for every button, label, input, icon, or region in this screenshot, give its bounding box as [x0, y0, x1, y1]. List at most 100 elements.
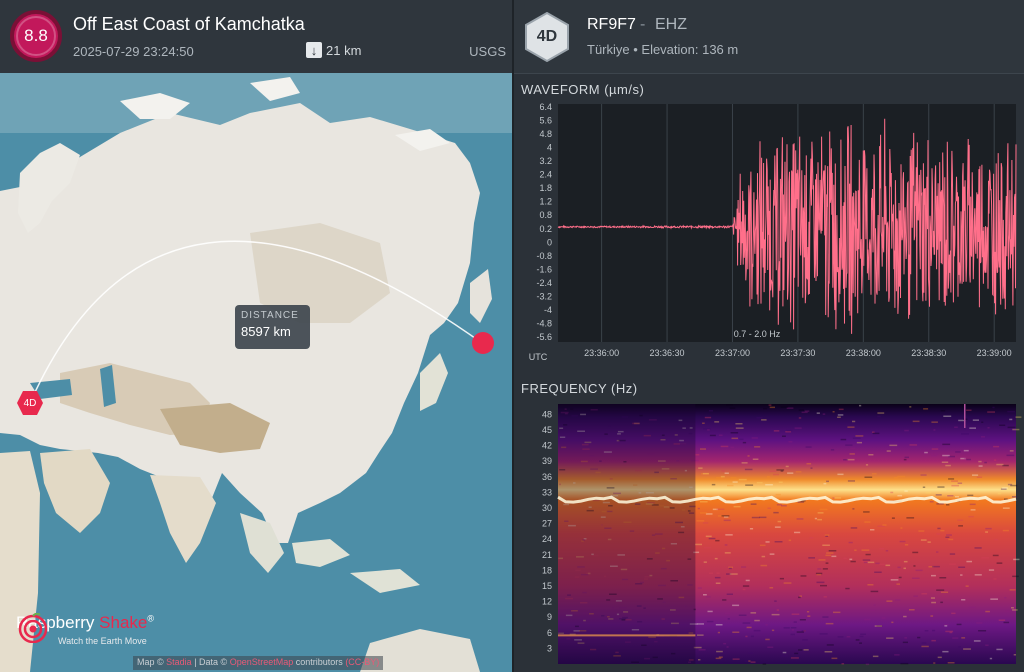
spectrogram-chart[interactable]: 48 45 42 39 36 33 30 27 24 21 18 15 12 9 6 3 [514, 400, 1024, 666]
spectrogram-speck [582, 539, 586, 541]
spectrogram-speck [925, 492, 932, 494]
event-title[interactable]: Off East Coast of Kamchatka [73, 14, 305, 34]
spectrogram-speck [931, 448, 939, 450]
station-code[interactable]: RF9F7 [587, 16, 636, 33]
event-source[interactable]: USGS [469, 44, 506, 59]
spectrogram-speck [646, 558, 653, 560]
spectrogram-speck [671, 622, 679, 625]
spectrogram-speck [730, 476, 737, 479]
spectrogram-speck [874, 571, 882, 573]
spectrogram-speck [673, 443, 680, 445]
spectrogram-speck [765, 541, 770, 543]
spectrogram-speck [697, 507, 700, 510]
spectrogram-speck [716, 508, 725, 510]
raspberry-shake-logo[interactable]: Raspberry Shake® [16, 613, 154, 643]
spectrogram-speck [947, 662, 955, 664]
attribution-link-stadia[interactable]: Stadia [166, 657, 192, 667]
spectrogram-speck [921, 642, 927, 644]
spectrogram-speck [577, 430, 585, 432]
station-map-marker[interactable]: 4D [17, 391, 43, 415]
spectrogram-speck [698, 659, 701, 661]
spectrogram-speck [994, 538, 999, 541]
y-tick-label: -0.8 [536, 251, 552, 261]
spectrogram-speck [742, 441, 747, 444]
spectrogram-speck [583, 538, 587, 540]
spectrogram-speck [782, 651, 787, 654]
spectrogram-speck [903, 560, 908, 563]
spectrogram-speck [960, 457, 966, 460]
y-tick-label: 1.8 [539, 183, 552, 193]
attribution-link-osm[interactable]: OpenStreetMap [229, 657, 294, 667]
spectrogram-speck [848, 541, 853, 544]
spectrogram-speck [680, 526, 685, 528]
spectrogram-speck [909, 444, 918, 446]
spectrogram-speck [785, 431, 792, 433]
attribution-link-license[interactable]: (CC-BY) [345, 657, 380, 667]
spectrogram-speck [994, 459, 997, 461]
spectrogram-speck [607, 425, 611, 427]
spectrogram-speck [765, 484, 773, 486]
spectrogram-speck [849, 558, 853, 561]
spectrogram-speck [774, 541, 783, 543]
spectrogram-speck [564, 412, 568, 415]
spectrogram-speck [571, 610, 578, 612]
spectrogram-speck [621, 619, 626, 621]
spectrogram-speck [978, 460, 982, 463]
spectrogram-speck [774, 526, 781, 528]
spectrogram-speck [749, 528, 754, 530]
spectrogram-speck [951, 484, 959, 487]
waveform-chart[interactable]: 6.4 5.6 4.8 4 3.2 2.4 1.8 1.2 0.8 0.2 0 -0.8 -1.6 -2.… [514, 100, 1024, 368]
spectrogram-speck [978, 465, 983, 467]
spectrogram-speck [678, 531, 685, 534]
spectrogram-speck [859, 642, 862, 644]
epicenter-marker[interactable] [472, 332, 494, 354]
spectrogram-speck [955, 451, 961, 453]
spectrogram-speck [870, 609, 876, 612]
spectrogram-speck [565, 614, 573, 617]
spectrogram-speck [705, 513, 713, 515]
spectrogram-speck [1000, 488, 1007, 490]
freq-tick-label: 24 [542, 534, 552, 544]
spectrogram-speck [774, 600, 777, 602]
spectrogram-speck [819, 633, 828, 635]
spectrogram-speck [847, 480, 855, 482]
distance-tooltip: DISTANCE 8597 km [235, 305, 310, 349]
spectrogram-speck [958, 646, 961, 648]
spectrogram-speck [566, 638, 571, 640]
spectrogram-speck [969, 427, 976, 429]
spectrogram-speck [574, 639, 582, 641]
spectrogram-speck [822, 544, 830, 546]
spectrogram-speck [996, 463, 1004, 466]
spectrogram-speck [947, 495, 954, 497]
spectrogram-speck [580, 602, 588, 604]
spectrogram-speck [720, 445, 729, 448]
spectrogram-speck [859, 635, 864, 638]
spectrogram-speck [790, 633, 795, 636]
spectrogram-speck [945, 630, 954, 633]
spectrogram-speck [767, 507, 772, 509]
spectrogram-speck [1011, 607, 1014, 609]
spectrogram-speck [707, 429, 710, 431]
spectrogram-speck [1013, 558, 1020, 561]
spectrogram-speck [771, 629, 775, 632]
header-separator [514, 73, 1024, 74]
spectrogram-speck [794, 427, 802, 429]
spectrogram-speck [563, 424, 568, 426]
spectrogram-speck [590, 468, 598, 470]
spectrogram-speck [727, 484, 734, 487]
panel-divider [512, 0, 514, 672]
freq-tick-label: 42 [542, 441, 552, 451]
station-header: 4D RF9F7 - EHZ Türkiye • Elevation: 136 … [514, 0, 1024, 73]
map-view[interactable]: DISTANCE 8597 km 4D Raspberry Shake® Wat… [0, 73, 512, 672]
spectrogram-speck [608, 505, 613, 507]
x-tick-label: 23:38:00 [846, 348, 881, 358]
spectrogram-speck [859, 404, 862, 407]
spectrogram-speck [760, 564, 768, 567]
spectrogram-speck [657, 598, 663, 600]
spectrogram-speck [1002, 487, 1008, 489]
spectrogram-speck [993, 445, 1000, 448]
spectrogram-speck [903, 615, 907, 618]
spectrogram-speck [808, 557, 815, 559]
spectrogram-speck [850, 447, 856, 450]
spectrogram-speck [750, 661, 756, 663]
